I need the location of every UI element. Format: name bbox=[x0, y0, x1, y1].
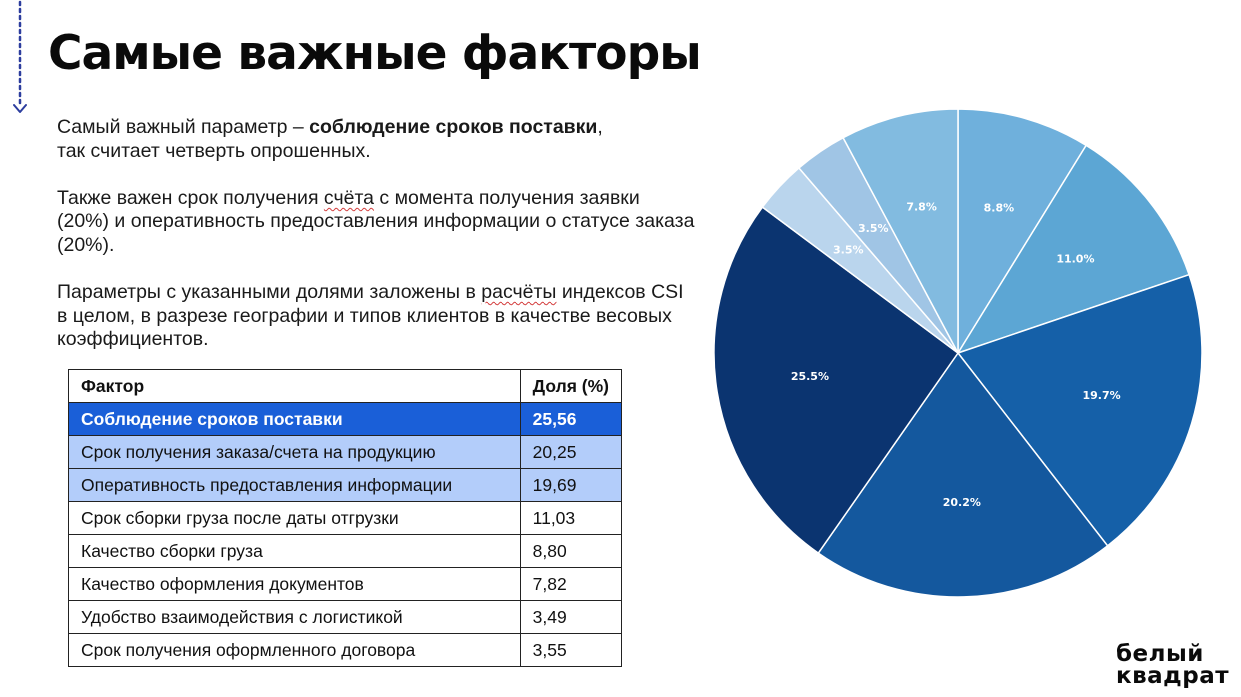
table-row: Соблюдение сроков поставки 25,56 bbox=[68, 402, 623, 436]
pie-slice-label-4: 25.5% bbox=[791, 370, 829, 383]
pie-slice-label-1: 11.0% bbox=[1056, 253, 1094, 266]
table-row: Удобство взаимодействия с логистикой 3,49 bbox=[68, 600, 623, 634]
share-cell: 19,69 bbox=[519, 468, 623, 502]
share-cell: 8,80 bbox=[519, 534, 623, 568]
share-column-header: Доля (%) bbox=[519, 369, 623, 403]
share-cell: 7,82 bbox=[519, 567, 623, 601]
table-row: Срок получения оформленного договора 3,55 bbox=[68, 633, 623, 667]
factor-cell: Срок сборки груза после даты отгрузки bbox=[68, 501, 521, 535]
pie-slice-0 bbox=[957, 108, 1088, 356]
pie-slice-label-3: 20.2% bbox=[943, 496, 981, 509]
factor-cell: Срок получения оформленного договора bbox=[68, 633, 521, 667]
company-logo: белый квадрат bbox=[1116, 641, 1230, 689]
pie-slice-7 bbox=[842, 108, 959, 354]
paragraph-1: Самый важный параметр – соблюдение сроко… bbox=[57, 116, 603, 162]
table-row: Срок получения заказа/счета на продукцию… bbox=[68, 435, 623, 469]
description-text: Самый важный параметр – соблюдение сроко… bbox=[57, 116, 697, 352]
factor-cell: Удобство взаимодействия с логистикой bbox=[68, 600, 521, 634]
share-cell: 20,25 bbox=[519, 435, 623, 469]
pie-slice-1 bbox=[956, 144, 1191, 355]
table-row: Срок сборки груза после даты отгрузки 11,… bbox=[68, 501, 623, 535]
factor-cell: Качество оформления документов bbox=[68, 567, 521, 601]
pie-chart: 8.8% 11.0% 19.7% 20.2% 25.5% 3.5% 3.5% 7.8% bbox=[713, 108, 1203, 598]
pie-slice-label-0: 8.8% bbox=[984, 202, 1015, 215]
factor-column-header: Фактор bbox=[68, 369, 521, 403]
pie-slice-2 bbox=[956, 273, 1203, 547]
table-row: Качество сборки груза 8,80 bbox=[68, 534, 623, 568]
factors-table: Фактор Доля (%) Соблюдение сроков постав… bbox=[68, 369, 623, 667]
pie-slice-label-6: 3.5% bbox=[858, 222, 889, 235]
share-cell: 25,56 bbox=[519, 402, 623, 436]
factor-cell: Срок получения заказа/счета на продукцию bbox=[68, 435, 521, 469]
factor-cell: Качество сборки груза bbox=[68, 534, 521, 568]
pie-slice-4 bbox=[713, 206, 960, 555]
paragraph-2: Также важен срок получения счёта с момен… bbox=[57, 186, 695, 256]
table-header-row: Фактор Доля (%) bbox=[68, 369, 623, 403]
pie-slice-label-7: 7.8% bbox=[906, 201, 937, 214]
key-parameter: соблюдение сроков поставки bbox=[309, 116, 598, 138]
factor-cell: Соблюдение сроков поставки bbox=[68, 402, 521, 436]
factor-cell: Оперативность предоставления информации bbox=[68, 468, 521, 502]
table-row: Качество оформления документов 7,82 bbox=[68, 567, 623, 601]
pie-slice-3 bbox=[817, 351, 1109, 598]
share-cell: 3,49 bbox=[519, 600, 623, 634]
dotted-arrow-decoration bbox=[13, 0, 27, 113]
share-cell: 3,55 bbox=[519, 633, 623, 667]
pie-slice-label-5: 3.5% bbox=[833, 244, 864, 257]
pie-slice-label-2: 19.7% bbox=[1083, 389, 1121, 402]
page-title: Самые важные факторы bbox=[48, 26, 702, 81]
share-cell: 11,03 bbox=[519, 501, 623, 535]
table-row: Оперативность предоставления информации 1… bbox=[68, 468, 623, 502]
paragraph-3: Параметры с указанными долями заложены в… bbox=[57, 281, 684, 351]
